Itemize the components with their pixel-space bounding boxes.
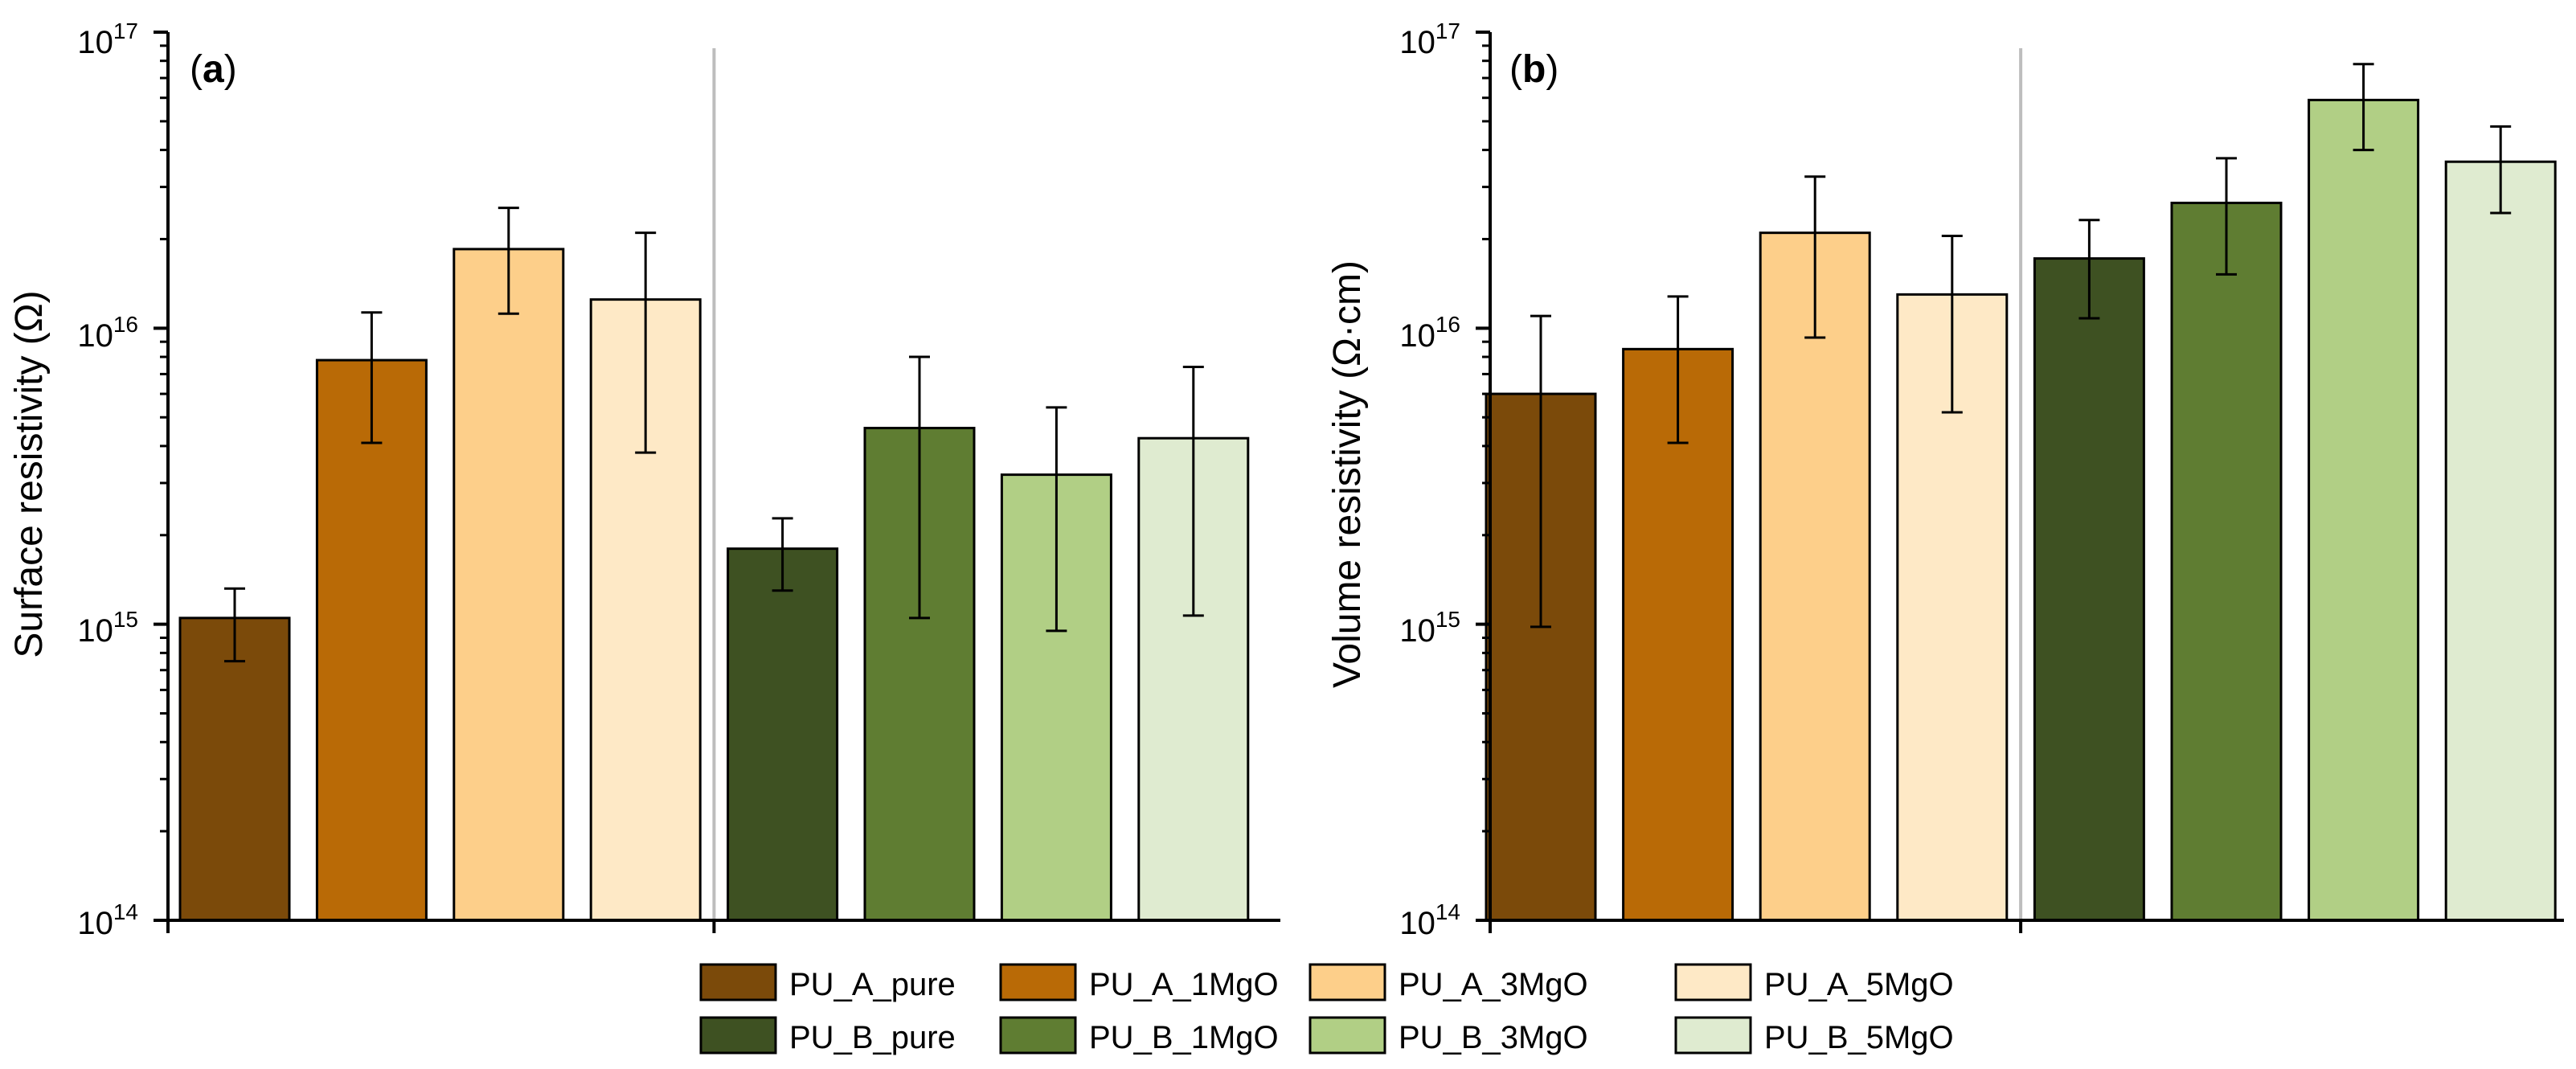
error-bar bbox=[1046, 406, 1067, 633]
legend-swatch bbox=[999, 1016, 1077, 1055]
panel-b-ytick-label-17: 1017 bbox=[1399, 18, 1460, 60]
legend: PU_A_pure PU_A_1MgO PU_A_3MgO PU_A_5MgO … bbox=[699, 963, 1954, 1055]
legend-swatch bbox=[1308, 1016, 1386, 1055]
error-bar bbox=[498, 207, 519, 315]
error-bar bbox=[772, 517, 793, 592]
legend-swatch bbox=[1674, 963, 1752, 1001]
legend-swatch bbox=[999, 963, 1077, 1001]
legend-item: PU_A_5MgO bbox=[1674, 963, 1954, 1002]
bar-pu-b-3mgo bbox=[2308, 98, 2420, 922]
panel-b-error-bars bbox=[1530, 63, 2512, 629]
bar-pu-a-1mgo bbox=[315, 358, 428, 922]
legend-item: PU_A_1MgO bbox=[999, 963, 1279, 1002]
error-bar bbox=[1182, 365, 1204, 617]
error-bar bbox=[909, 355, 930, 620]
legend-item: PU_A_3MgO bbox=[1308, 963, 1588, 1002]
bar-pu-b-pure bbox=[2033, 257, 2145, 922]
panel-b-chart: 1017 1016 1015 1014 Volume resistivity (… bbox=[1326, 18, 2564, 941]
legend-item: PU_B_3MgO bbox=[1308, 1016, 1588, 1055]
legend-label: PU_A_1MgO bbox=[1089, 967, 1279, 1002]
panel-b-x-ticks bbox=[1489, 920, 2023, 933]
error-bar bbox=[2078, 219, 2100, 320]
legend-item: PU_B_pure bbox=[699, 1016, 956, 1055]
error-bar bbox=[2216, 157, 2237, 276]
error-bar bbox=[2353, 63, 2374, 152]
legend-label: PU_B_1MgO bbox=[1089, 1020, 1279, 1055]
legend-label: PU_B_3MgO bbox=[1399, 1020, 1588, 1055]
panel-a-label: (a) bbox=[190, 48, 237, 91]
error-bar bbox=[1530, 314, 1551, 629]
bar-pu-b-5mgo bbox=[2444, 160, 2557, 922]
error-bar bbox=[1804, 175, 1826, 339]
panel-b-ytick-label-16: 1016 bbox=[1399, 312, 1460, 354]
panel-a-error-bars bbox=[224, 207, 1204, 663]
legend-swatch bbox=[1674, 1016, 1752, 1055]
bar-pu-a-1mgo bbox=[1622, 347, 1734, 922]
panel-a-ytick-label-15: 1015 bbox=[77, 607, 138, 649]
panel-a-y-ticks bbox=[154, 31, 168, 922]
panel-b-bars bbox=[1485, 98, 2557, 922]
error-bar bbox=[635, 231, 657, 454]
bar-pu-b-1mgo bbox=[2170, 201, 2283, 922]
error-bar bbox=[2490, 125, 2512, 215]
error-bar bbox=[1667, 295, 1689, 444]
legend-label: PU_A_5MgO bbox=[1764, 967, 1954, 1002]
panel-a-chart: 1017 1016 1015 1014 Surface resistivity … bbox=[8, 18, 1280, 941]
error-bar bbox=[1941, 235, 1963, 414]
panel-a-y-axis-title: Surface resistivity (Ω) bbox=[8, 290, 51, 657]
legend-label: PU_A_pure bbox=[789, 967, 956, 1002]
bar-pu-b-pure bbox=[727, 547, 839, 922]
legend-label: PU_B_pure bbox=[789, 1020, 956, 1055]
legend-label: PU_B_5MgO bbox=[1764, 1020, 1954, 1055]
error-bar bbox=[224, 587, 245, 663]
legend-swatch bbox=[1308, 963, 1386, 1001]
legend-swatch bbox=[699, 1016, 777, 1055]
legend-item: PU_A_pure bbox=[699, 963, 956, 1002]
panel-a-ytick-label-16: 1016 bbox=[77, 312, 138, 354]
legend-label: PU_A_3MgO bbox=[1399, 967, 1588, 1002]
bar-pu-a-3mgo bbox=[453, 248, 565, 922]
panel-b-ytick-label-15: 1015 bbox=[1399, 607, 1460, 649]
panel-b-ytick-label-14: 1014 bbox=[1399, 899, 1460, 941]
panel-a-ytick-label-14: 1014 bbox=[77, 899, 138, 941]
panel-b-label: (b) bbox=[1509, 48, 1558, 91]
legend-swatch bbox=[699, 963, 777, 1001]
error-bar bbox=[361, 311, 383, 444]
bar-pu-a-pure bbox=[178, 616, 291, 922]
panel-a-x-ticks bbox=[166, 920, 716, 933]
legend-item: PU_B_5MgO bbox=[1674, 1016, 1954, 1055]
panel-b-y-axis-title: Volume resistivity (Ω·cm) bbox=[1326, 260, 1369, 688]
panel-b-y-ticks bbox=[1476, 31, 1490, 922]
panel-a-ytick-label-17: 1017 bbox=[77, 18, 138, 60]
legend-item: PU_B_1MgO bbox=[999, 1016, 1279, 1055]
